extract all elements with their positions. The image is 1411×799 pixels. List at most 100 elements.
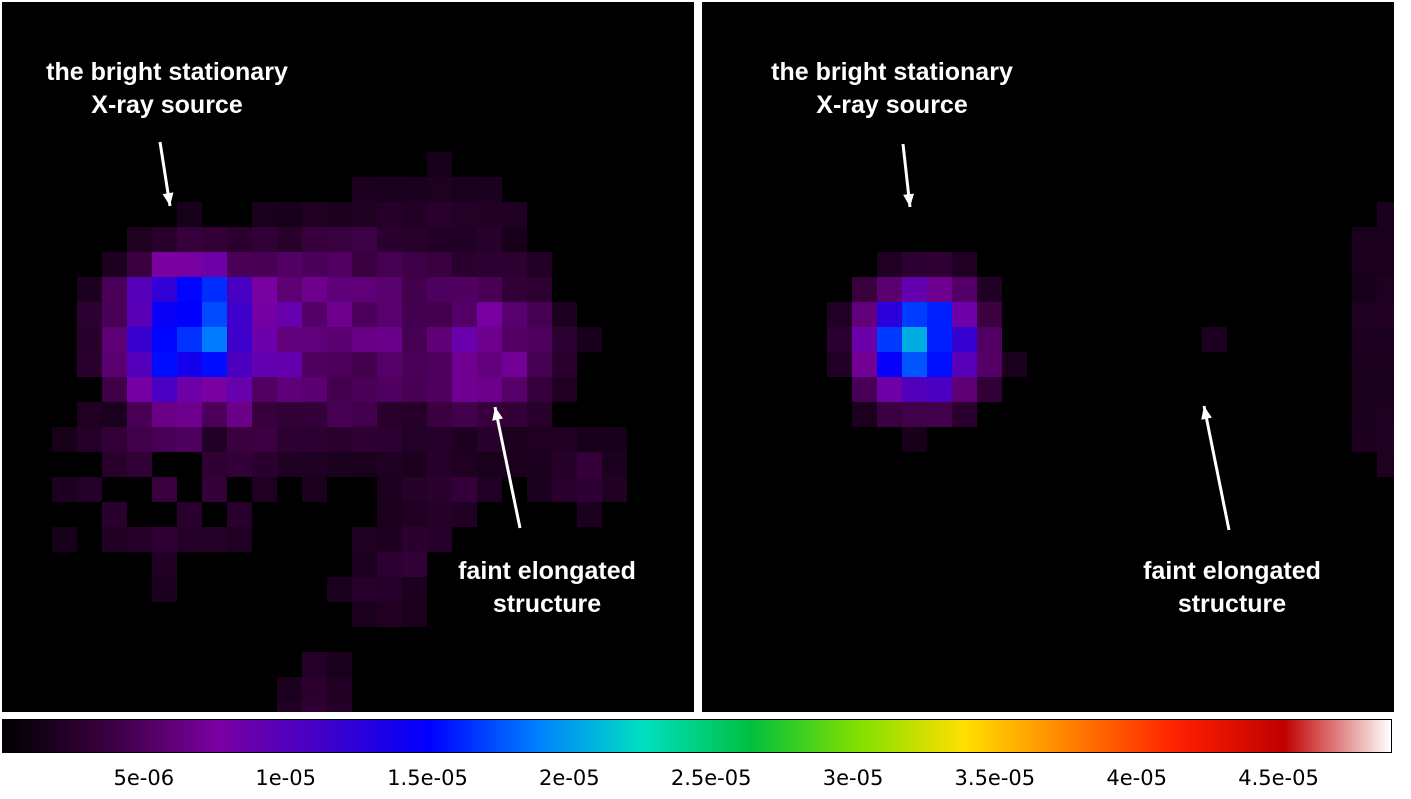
intensity-pixel — [977, 277, 1002, 302]
intensity-pixel — [402, 202, 427, 227]
intensity-pixel — [377, 277, 402, 302]
intensity-pixel — [227, 352, 252, 377]
intensity-pixel — [202, 427, 227, 452]
intensity-pixel — [277, 227, 302, 252]
intensity-pixel — [302, 477, 327, 502]
intensity-pixel — [77, 477, 102, 502]
pointer-arrow — [1202, 405, 1231, 531]
intensity-pixel — [352, 402, 377, 427]
intensity-pixel — [152, 377, 177, 402]
intensity-pixel — [552, 327, 577, 352]
intensity-pixel — [352, 452, 377, 477]
intensity-pixel — [102, 502, 127, 527]
intensity-pixel — [502, 352, 527, 377]
intensity-pixel — [927, 252, 952, 277]
intensity-pixel — [302, 327, 327, 352]
intensity-pixel — [477, 327, 502, 352]
intensity-pixel — [852, 302, 877, 327]
intensity-pixel — [377, 327, 402, 352]
intensity-pixel — [327, 252, 352, 277]
intensity-pixel — [427, 402, 452, 427]
intensity-pixel — [252, 202, 277, 227]
intensity-pixel — [202, 402, 227, 427]
intensity-pixel — [127, 452, 152, 477]
colorbar-tick-label: 1.5e-05 — [387, 766, 468, 790]
intensity-pixel — [1352, 402, 1377, 427]
intensity-pixel — [252, 252, 277, 277]
intensity-pixel — [527, 452, 552, 477]
intensity-pixel — [152, 527, 177, 552]
intensity-pixel — [552, 352, 577, 377]
intensity-pixel — [977, 352, 1002, 377]
intensity-pixel — [327, 327, 352, 352]
intensity-pixel — [177, 377, 202, 402]
intensity-pixel — [502, 327, 527, 352]
intensity-pixel — [977, 377, 1002, 402]
intensity-pixel — [77, 352, 102, 377]
intensity-pixel — [1377, 327, 1394, 352]
intensity-pixel — [327, 702, 352, 712]
intensity-pixel — [302, 227, 327, 252]
intensity-pixel — [302, 702, 327, 712]
intensity-pixel — [452, 277, 477, 302]
arrowhead — [1201, 406, 1212, 420]
intensity-pixel — [277, 302, 302, 327]
intensity-pixel — [527, 377, 552, 402]
intensity-pixel — [1377, 452, 1394, 477]
intensity-pixel — [177, 402, 202, 427]
intensity-pixel — [302, 352, 327, 377]
intensity-pixel — [377, 202, 402, 227]
intensity-pixel — [402, 302, 427, 327]
intensity-pixel — [427, 477, 452, 502]
intensity-pixel — [1352, 277, 1377, 302]
intensity-pixel — [202, 277, 227, 302]
colorbar-tick-label: 2e-05 — [539, 766, 600, 790]
intensity-pixel — [902, 277, 927, 302]
intensity-pixel — [152, 427, 177, 452]
intensity-pixel — [602, 427, 627, 452]
intensity-pixel — [377, 552, 402, 577]
intensity-pixel — [77, 427, 102, 452]
intensity-pixel — [527, 302, 552, 327]
colorbar-tick-label: 2.5e-05 — [670, 766, 752, 790]
intensity-pixel — [977, 302, 1002, 327]
intensity-pixel — [327, 352, 352, 377]
intensity-pixel — [452, 377, 477, 402]
intensity-pixel — [477, 202, 502, 227]
intensity-pixel — [1352, 377, 1377, 402]
intensity-pixel — [1377, 377, 1394, 402]
intensity-pixel — [902, 252, 927, 277]
arrowhead — [903, 193, 914, 207]
intensity-pixel — [127, 527, 152, 552]
intensity-pixel — [327, 302, 352, 327]
intensity-pixel — [377, 502, 402, 527]
intensity-pixel — [427, 252, 452, 277]
intensity-pixel — [427, 152, 452, 177]
colorbar-tick-label: 5e-06 — [113, 766, 175, 790]
intensity-pixel — [202, 377, 227, 402]
colorbar-tick-label: 1e-05 — [255, 766, 316, 790]
intensity-pixel — [402, 527, 427, 552]
intensity-pixel — [102, 352, 127, 377]
intensity-pixel — [327, 452, 352, 477]
intensity-pixel — [427, 202, 452, 227]
intensity-pixel — [152, 252, 177, 277]
intensity-pixel — [177, 302, 202, 327]
intensity-pixel — [552, 452, 577, 477]
intensity-pixel — [127, 377, 152, 402]
intensity-pixel — [902, 302, 927, 327]
intensity-pixel — [852, 402, 877, 427]
intensity-pixel — [327, 202, 352, 227]
intensity-pixel — [352, 352, 377, 377]
intensity-pixel — [102, 402, 127, 427]
intensity-pixel — [377, 477, 402, 502]
intensity-pixel — [427, 177, 452, 202]
intensity-pixel — [102, 452, 127, 477]
intensity-pixel — [202, 527, 227, 552]
colorbar-tick-labels: 5e-06 1e-05 1.5e-05 2e-05 2.5e-05 3e-05 3.5e-0… — [0, 758, 1411, 790]
intensity-pixel — [877, 302, 902, 327]
intensity-pixel — [927, 352, 952, 377]
intensity-pixel — [252, 327, 277, 352]
intensity-pixel — [202, 252, 227, 277]
intensity-pixel — [277, 402, 302, 427]
